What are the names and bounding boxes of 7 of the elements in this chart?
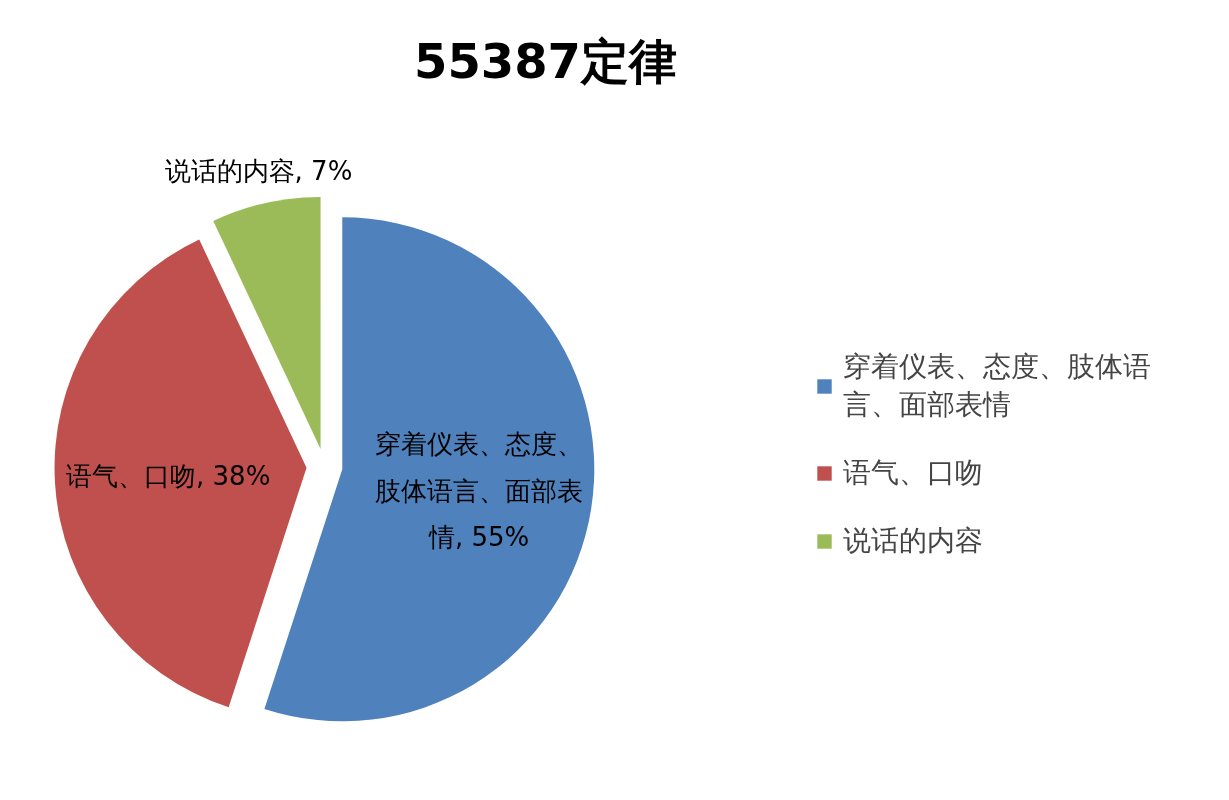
data-label: 说话的内容, 7% [164, 156, 353, 187]
data-label: 语气、口吻, 38% [66, 461, 271, 492]
legend-label: 说话的内容 [843, 523, 983, 559]
data-label: 穿着仪表、态度、肢体语言、面部表情, 55% [375, 429, 584, 553]
legend-label: 语气、口吻 [843, 455, 983, 491]
legend-label: 穿着仪表、态度、肢体语言、面部表情 [843, 349, 1151, 423]
chart-title: 55387定律 [414, 32, 677, 89]
